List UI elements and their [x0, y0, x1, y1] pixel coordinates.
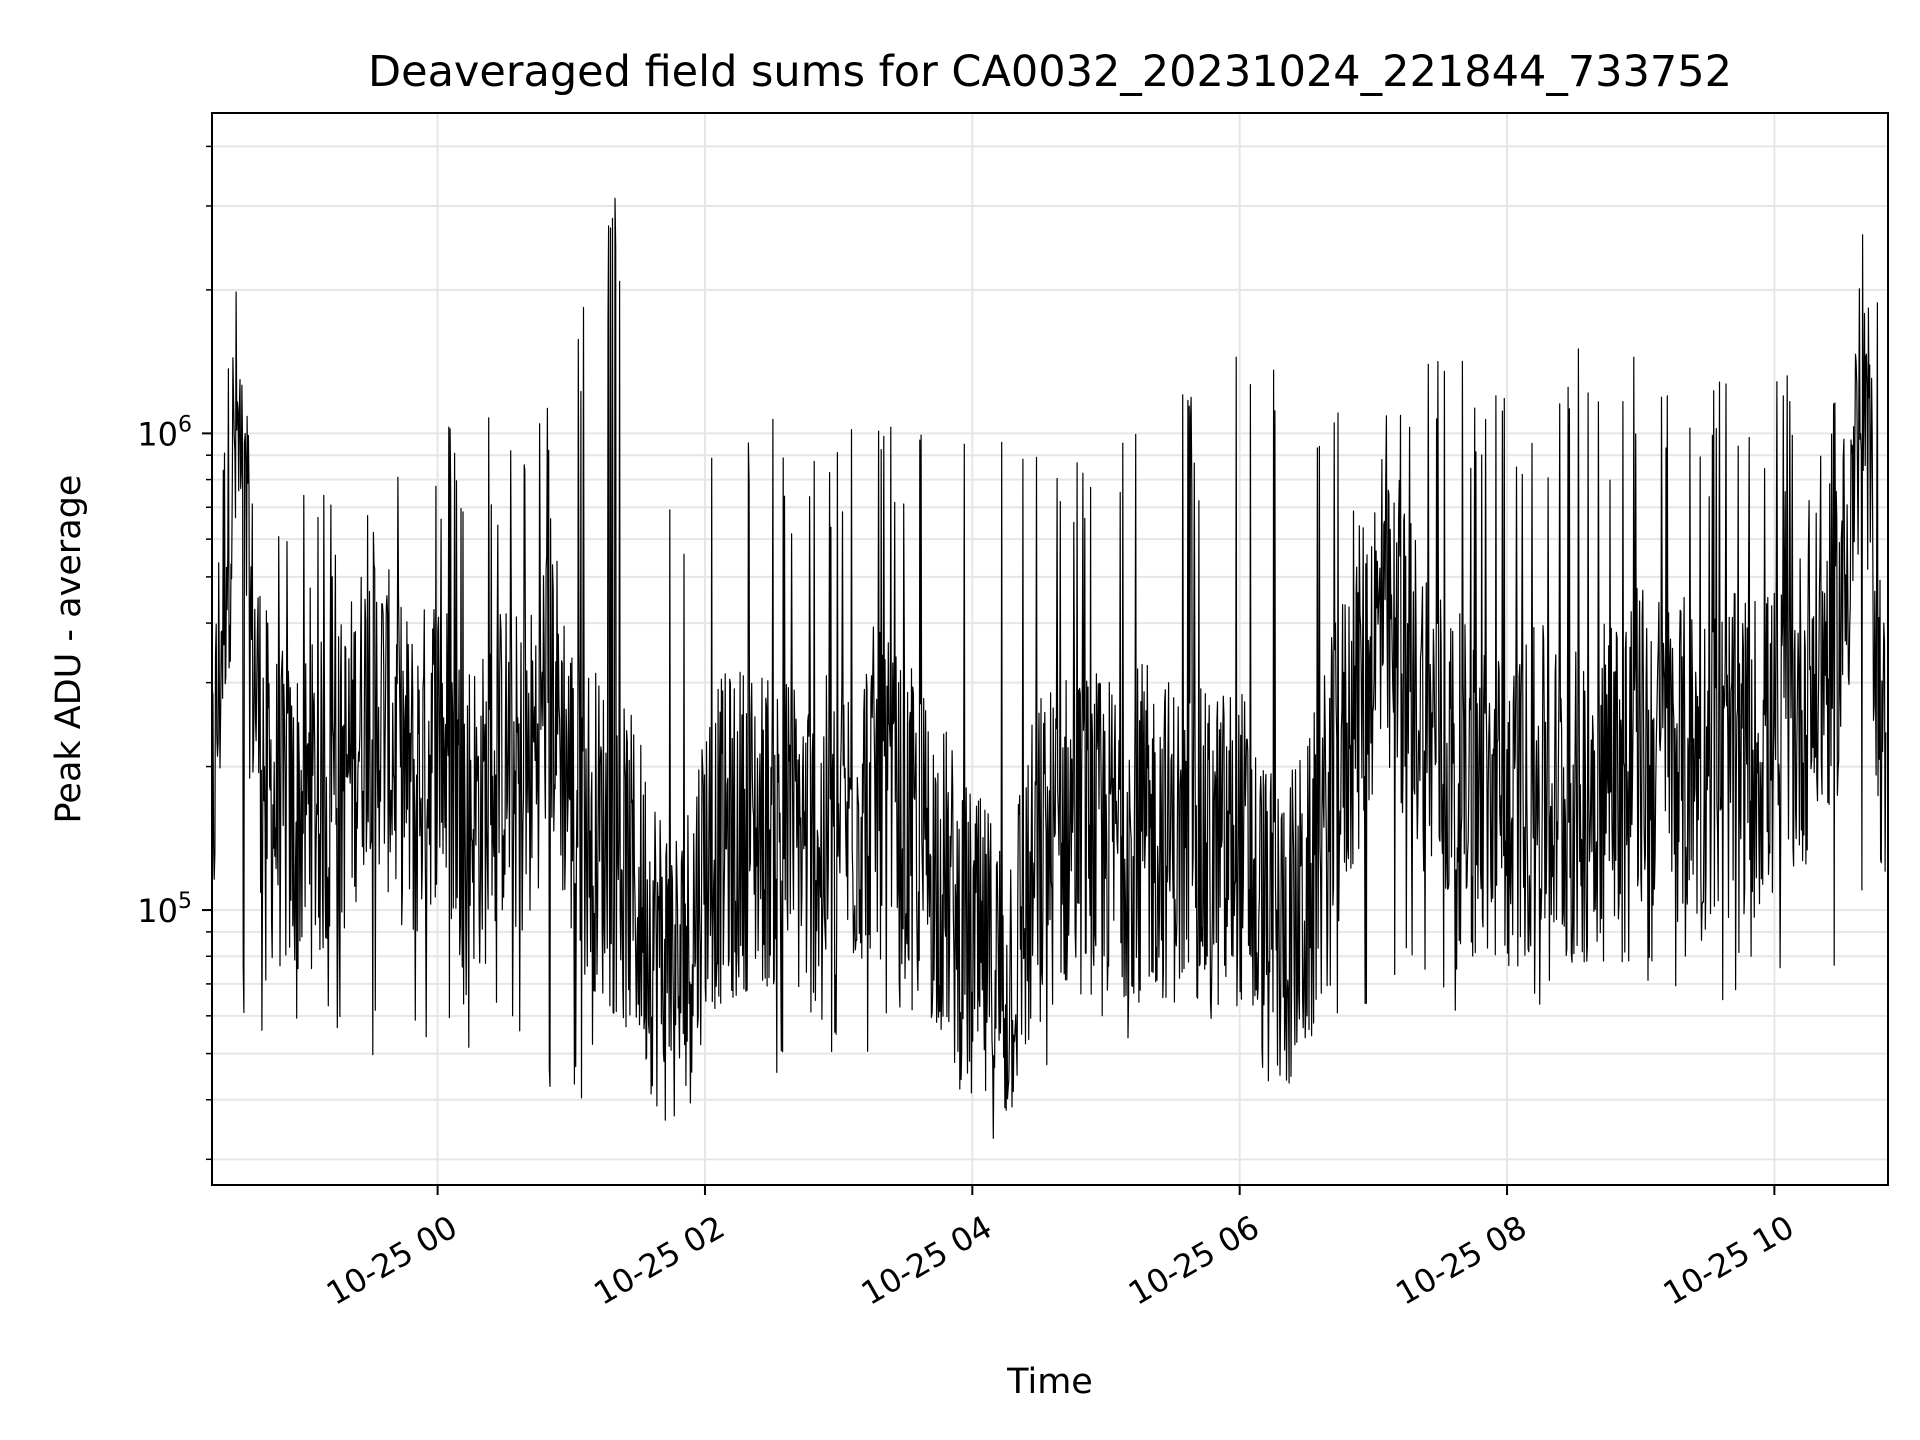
- y-axis-label: Peak ADU - average: [49, 475, 89, 824]
- y-tick-label: 106: [137, 412, 192, 453]
- x-axis-label: Time: [1006, 1362, 1093, 1402]
- chart-title: Deaveraged field sums for CA0032_2023102…: [368, 47, 1732, 97]
- plot-frame: [211, 112, 1889, 1186]
- plot-area: [212, 197, 1887, 1139]
- y-tick-label: 105: [137, 889, 192, 930]
- series-line: [212, 197, 1887, 1139]
